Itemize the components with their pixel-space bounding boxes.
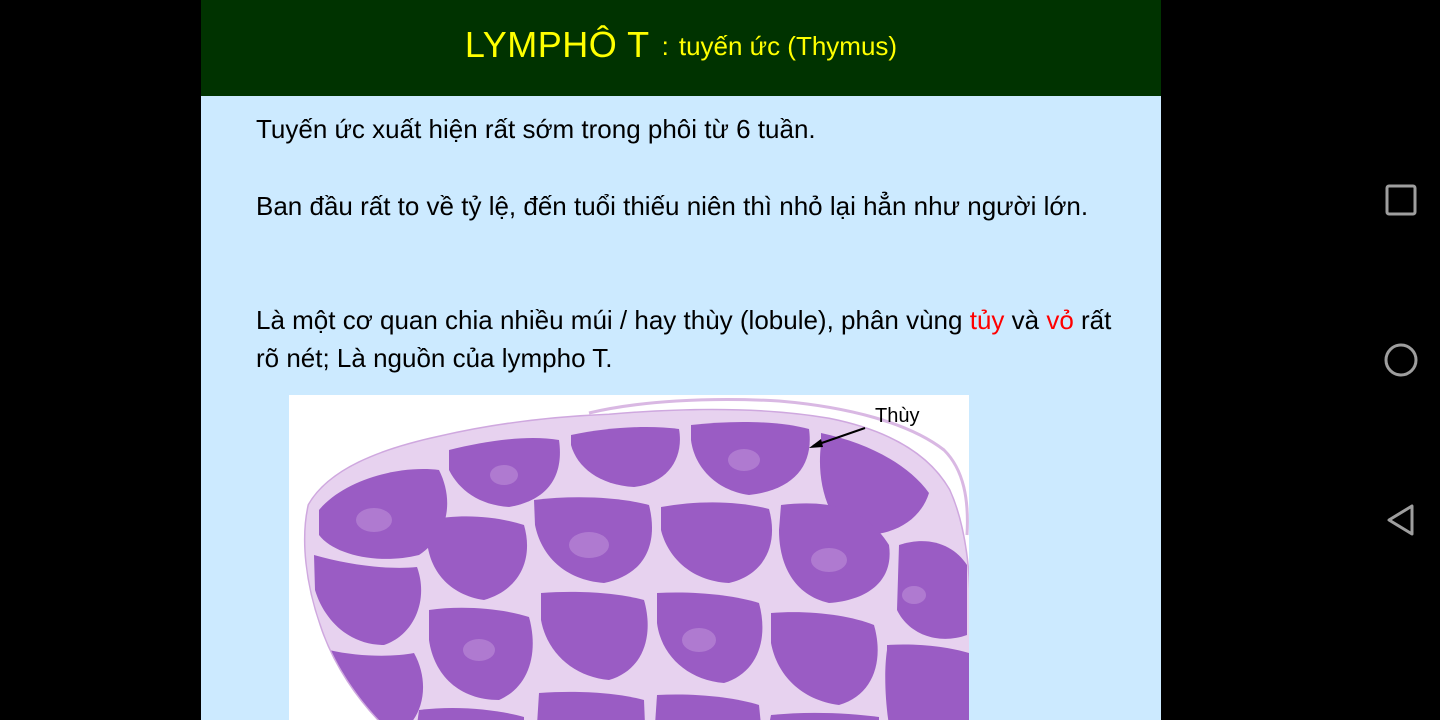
back-button[interactable]: [1380, 499, 1422, 541]
paragraph-1: Tuyến ức xuất hiện rất sớm trong phôi từ…: [256, 114, 816, 144]
paragraph-3: Là một cơ quan chia nhiều múi / hay thùy…: [256, 301, 1126, 377]
highlight-cortex: vỏ: [1046, 305, 1074, 335]
presentation-slide: LYMPHÔ T : tuyến ức (Thymus) Tuyến ức xu…: [201, 0, 1161, 720]
slide-title: LYMPHÔ T: [464, 24, 650, 65]
android-navigation-bar: [1161, 0, 1440, 720]
lobule-label: Thùy: [875, 405, 920, 427]
paragraph-3-text-2: và: [1004, 305, 1047, 335]
square-icon: [1385, 184, 1417, 216]
title-separator: :: [661, 30, 669, 61]
arrow-head-icon: [809, 439, 823, 448]
thymus-tissue-illustration: [303, 398, 969, 720]
circle-icon: [1384, 343, 1418, 377]
recent-apps-button[interactable]: [1380, 179, 1422, 221]
paragraph-3-text-1: Là một cơ quan chia nhiều múi / hay thùy…: [256, 305, 970, 335]
slide-subtitle: tuyến ức (Thymus): [678, 30, 898, 61]
paragraph-3-text-3: rất rõ nét; Là nguồn của lympho T.: [256, 305, 1112, 373]
home-button[interactable]: [1380, 339, 1422, 381]
thymus-histology-image: Thùy: [289, 395, 969, 720]
paragraph-2: Ban đầu rất to về tỷ lệ, đến tuổi thiếu …: [256, 191, 1089, 221]
highlight-medulla: tủy: [969, 305, 1005, 335]
triangle-back-icon: [1387, 504, 1414, 536]
slide-header: LYMPHÔ T : tuyến ức (Thymus): [201, 0, 1161, 96]
